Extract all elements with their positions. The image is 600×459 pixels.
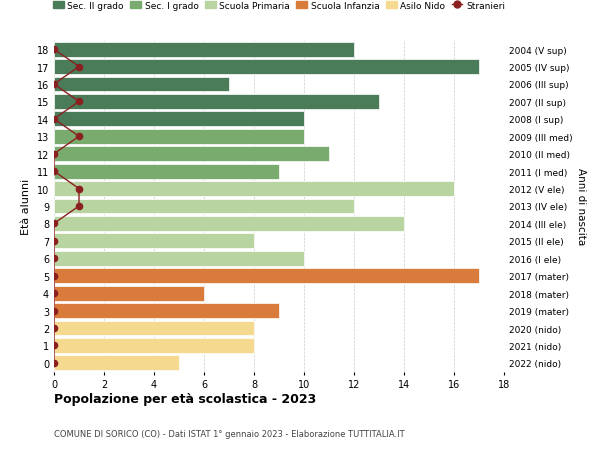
Bar bbox=[54, 95, 379, 110]
Bar bbox=[54, 338, 254, 353]
Bar bbox=[54, 43, 354, 57]
Bar bbox=[54, 269, 479, 284]
Bar bbox=[54, 356, 179, 370]
Text: Popolazione per età scolastica - 2023: Popolazione per età scolastica - 2023 bbox=[54, 392, 316, 405]
Bar bbox=[54, 286, 204, 301]
Bar bbox=[54, 252, 304, 266]
Bar bbox=[54, 217, 404, 231]
Bar bbox=[54, 164, 279, 179]
Legend: Sec. II grado, Sec. I grado, Scuola Primaria, Scuola Infanzia, Asilo Nido, Stran: Sec. II grado, Sec. I grado, Scuola Prim… bbox=[49, 0, 509, 14]
Y-axis label: Età alunni: Età alunni bbox=[21, 179, 31, 235]
Y-axis label: Anni di nascita: Anni di nascita bbox=[577, 168, 586, 245]
Bar bbox=[54, 182, 454, 196]
Bar bbox=[54, 147, 329, 162]
Bar bbox=[54, 199, 354, 214]
Bar bbox=[54, 60, 479, 75]
Bar bbox=[54, 112, 304, 127]
Bar bbox=[54, 303, 279, 318]
Bar bbox=[54, 129, 304, 145]
Bar bbox=[54, 78, 229, 92]
Bar bbox=[54, 321, 254, 336]
Bar bbox=[54, 234, 254, 249]
Text: COMUNE DI SORICO (CO) - Dati ISTAT 1° gennaio 2023 - Elaborazione TUTTITALIA.IT: COMUNE DI SORICO (CO) - Dati ISTAT 1° ge… bbox=[54, 429, 404, 438]
